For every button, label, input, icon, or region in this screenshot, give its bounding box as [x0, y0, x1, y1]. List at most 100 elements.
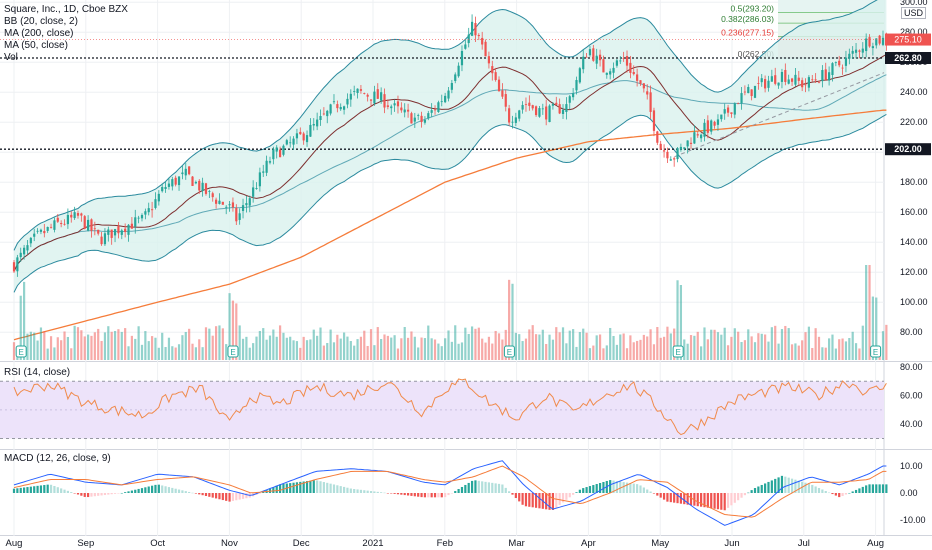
candle-body — [400, 107, 403, 111]
volume-bar — [730, 336, 733, 360]
volume-bar — [592, 345, 595, 360]
candle-body — [686, 140, 689, 147]
candle-body — [774, 75, 777, 84]
volume-bar — [302, 336, 305, 360]
volume-bar — [171, 346, 174, 360]
macd-histogram-bar — [144, 487, 147, 493]
macd-histogram-bar — [107, 493, 110, 495]
candle-body — [511, 121, 514, 123]
candle-body — [474, 23, 477, 36]
macd-histogram-bar — [380, 492, 383, 493]
macd-histogram-bar — [814, 486, 817, 493]
candle-body — [582, 56, 585, 70]
volume-bar — [622, 333, 625, 360]
volume-bar — [289, 336, 292, 360]
macd-histogram-bar — [349, 488, 352, 493]
candle-body — [433, 109, 437, 111]
candle-body — [770, 76, 773, 82]
price-axis-label: 120.00 — [900, 267, 928, 277]
candle-body — [245, 203, 248, 206]
volume-bar — [834, 348, 837, 360]
macd-histogram-bar — [700, 493, 703, 507]
volume-bar — [865, 265, 868, 360]
candle-body — [710, 120, 713, 132]
macd-histogram-bar — [824, 491, 827, 493]
macd-histogram-bar — [487, 482, 491, 493]
macd-histogram-bar — [743, 493, 747, 496]
volume-bar — [238, 325, 241, 360]
currency-badge[interactable]: USD — [900, 7, 926, 19]
candle-body — [757, 83, 760, 84]
macd-histogram-bar — [764, 483, 767, 493]
volume-bar — [400, 338, 403, 360]
ma50-indicator-label[interactable]: MA (50, close) — [4, 40, 68, 51]
candle-body — [144, 211, 147, 215]
volume-bar — [669, 333, 672, 360]
macd-histogram-bar — [110, 493, 113, 495]
volume-bar — [120, 331, 123, 360]
macd-histogram-bar — [548, 493, 551, 510]
candle-body — [588, 49, 592, 56]
volume-bar — [258, 330, 261, 360]
bb-indicator-label[interactable]: BB (20, close, 2) — [4, 16, 78, 27]
volume-bar — [528, 329, 531, 360]
time-axis-label: Jun — [724, 538, 739, 549]
volume-bar — [433, 339, 437, 360]
macd-axis-label: 0.00 — [900, 488, 918, 498]
ma200-indicator-label[interactable]: MA (200, close) — [4, 28, 74, 39]
macd-histogram-bar — [76, 493, 80, 495]
macd-histogram-bar — [784, 476, 787, 493]
candle-body — [777, 82, 780, 86]
symbol-title[interactable]: Square, Inc., 1D, Cboe BZX — [4, 4, 128, 15]
volume-bar — [413, 336, 416, 360]
candle-body — [470, 21, 474, 36]
volume-bar — [423, 338, 427, 360]
candle-body — [221, 201, 224, 205]
candle-body — [137, 217, 140, 219]
macd-histogram-bar — [427, 493, 430, 498]
macd-histogram-bar — [750, 490, 753, 493]
volume-bar — [555, 327, 558, 360]
candle-body — [642, 83, 645, 89]
candle-body — [312, 123, 315, 126]
time-axis-label: 2021 — [362, 538, 383, 549]
macd-pane-label[interactable]: MACD (12, 26, close, 9) — [4, 453, 111, 464]
candle-body — [733, 103, 736, 115]
volume-bar — [87, 334, 90, 360]
candle-body — [821, 70, 824, 82]
volume-bar — [329, 329, 332, 360]
volume-bar — [147, 341, 150, 360]
volume-bar — [871, 296, 874, 360]
time-axis-label: Nov — [221, 538, 238, 549]
volume-bar — [245, 336, 248, 360]
macd-histogram-bar — [848, 492, 851, 494]
volume-indicator-label[interactable]: Vol — [4, 52, 18, 63]
candle-body — [33, 233, 36, 237]
volume-bar — [410, 331, 413, 360]
macd-histogram-bar — [568, 493, 571, 498]
macd-histogram-bar — [474, 480, 477, 493]
candle-body — [595, 55, 598, 64]
volume-bar — [349, 341, 352, 360]
macd-histogram-bar — [231, 493, 235, 501]
volume-bar — [278, 325, 282, 360]
volume-bar — [73, 325, 76, 360]
candle-body — [16, 257, 19, 272]
macd-histogram-bar — [817, 487, 821, 493]
volume-bar — [716, 332, 720, 360]
macd-histogram-bar — [214, 493, 218, 499]
rsi-pane-label[interactable]: RSI (14, close) — [4, 367, 71, 378]
volume-bar — [737, 331, 740, 360]
macd-histogram-bar — [275, 485, 278, 493]
level-price-tag-label: 262.80 — [894, 53, 922, 63]
volume-bar — [137, 326, 140, 360]
time-axis-label: Mar — [508, 538, 524, 549]
candle-body — [831, 63, 834, 76]
candle-body — [764, 79, 767, 89]
candle-body — [103, 233, 107, 245]
candle-body — [865, 38, 868, 52]
macd-histogram-bar — [124, 492, 127, 493]
macd-histogram-bar — [828, 492, 831, 494]
candle-body — [56, 217, 59, 222]
